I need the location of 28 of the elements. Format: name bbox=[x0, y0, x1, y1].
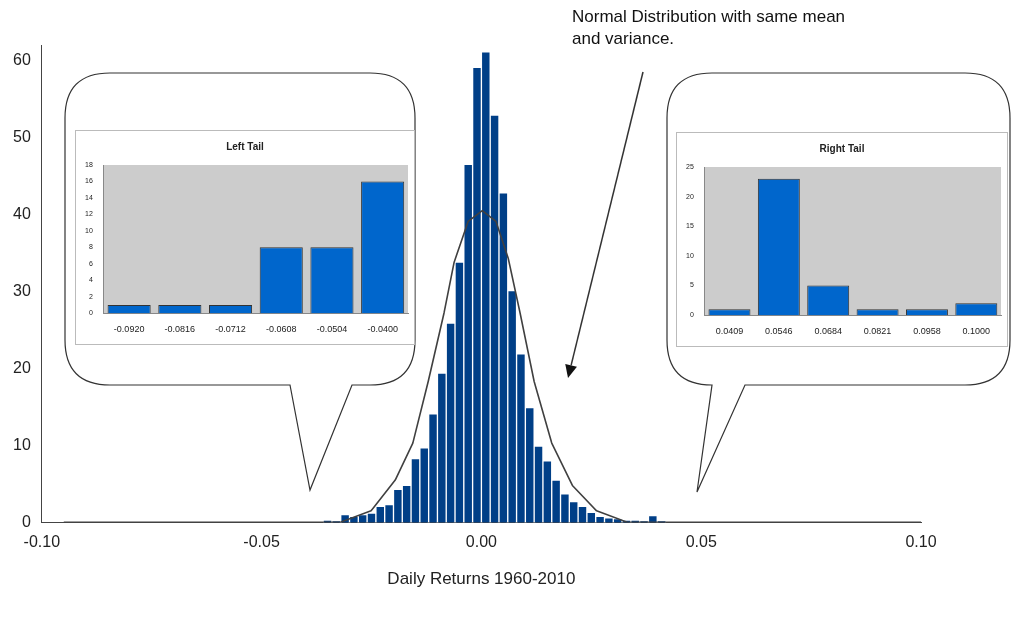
x-tick-label: -0.05 bbox=[243, 533, 280, 551]
x-tick-label: 0.05 bbox=[685, 533, 717, 551]
x-tick-label: 0.0546 bbox=[765, 326, 793, 337]
x-tick-label: 0.0958 bbox=[913, 326, 941, 337]
x-tick-label: 0.1000 bbox=[962, 326, 991, 337]
chart-title: Right Tail bbox=[819, 142, 865, 154]
x-tick-label: -0.0816 bbox=[164, 324, 196, 335]
y-tick-label: 60 bbox=[13, 50, 31, 68]
y-tick-label: 50 bbox=[13, 127, 31, 145]
x-tick-label: -0.0712 bbox=[215, 324, 246, 335]
y-tick-label: 0 bbox=[21, 512, 31, 530]
y-tick-label: 40 bbox=[13, 204, 31, 222]
annotation: Normal Distribution with same mean and variance. bbox=[572, 6, 847, 50]
y-tick-label: 10 bbox=[13, 435, 31, 453]
y-tick-label: 20 bbox=[13, 358, 31, 376]
x-tick-label: -0.0608 bbox=[265, 324, 297, 335]
x-tick-label: -0.0400 bbox=[367, 324, 398, 335]
x-tick-label: 0.0684 bbox=[814, 326, 842, 337]
x-tick-label: -0.0920 bbox=[113, 324, 145, 335]
x-tick-label: -0.0504 bbox=[316, 324, 348, 335]
x-tick-label: -0.10 bbox=[23, 533, 61, 551]
x-tick-label: 0.00 bbox=[465, 533, 498, 551]
y-tick-label: 30 bbox=[13, 281, 31, 299]
x-tick-label: 0.0409 bbox=[715, 326, 744, 337]
x-axis-title: Daily Returns 1960-2010 bbox=[387, 569, 576, 589]
x-tick-label: 0.0821 bbox=[863, 326, 892, 337]
x-tick-label: 0.10 bbox=[905, 533, 937, 551]
chart-title: Left Tail bbox=[226, 140, 265, 152]
